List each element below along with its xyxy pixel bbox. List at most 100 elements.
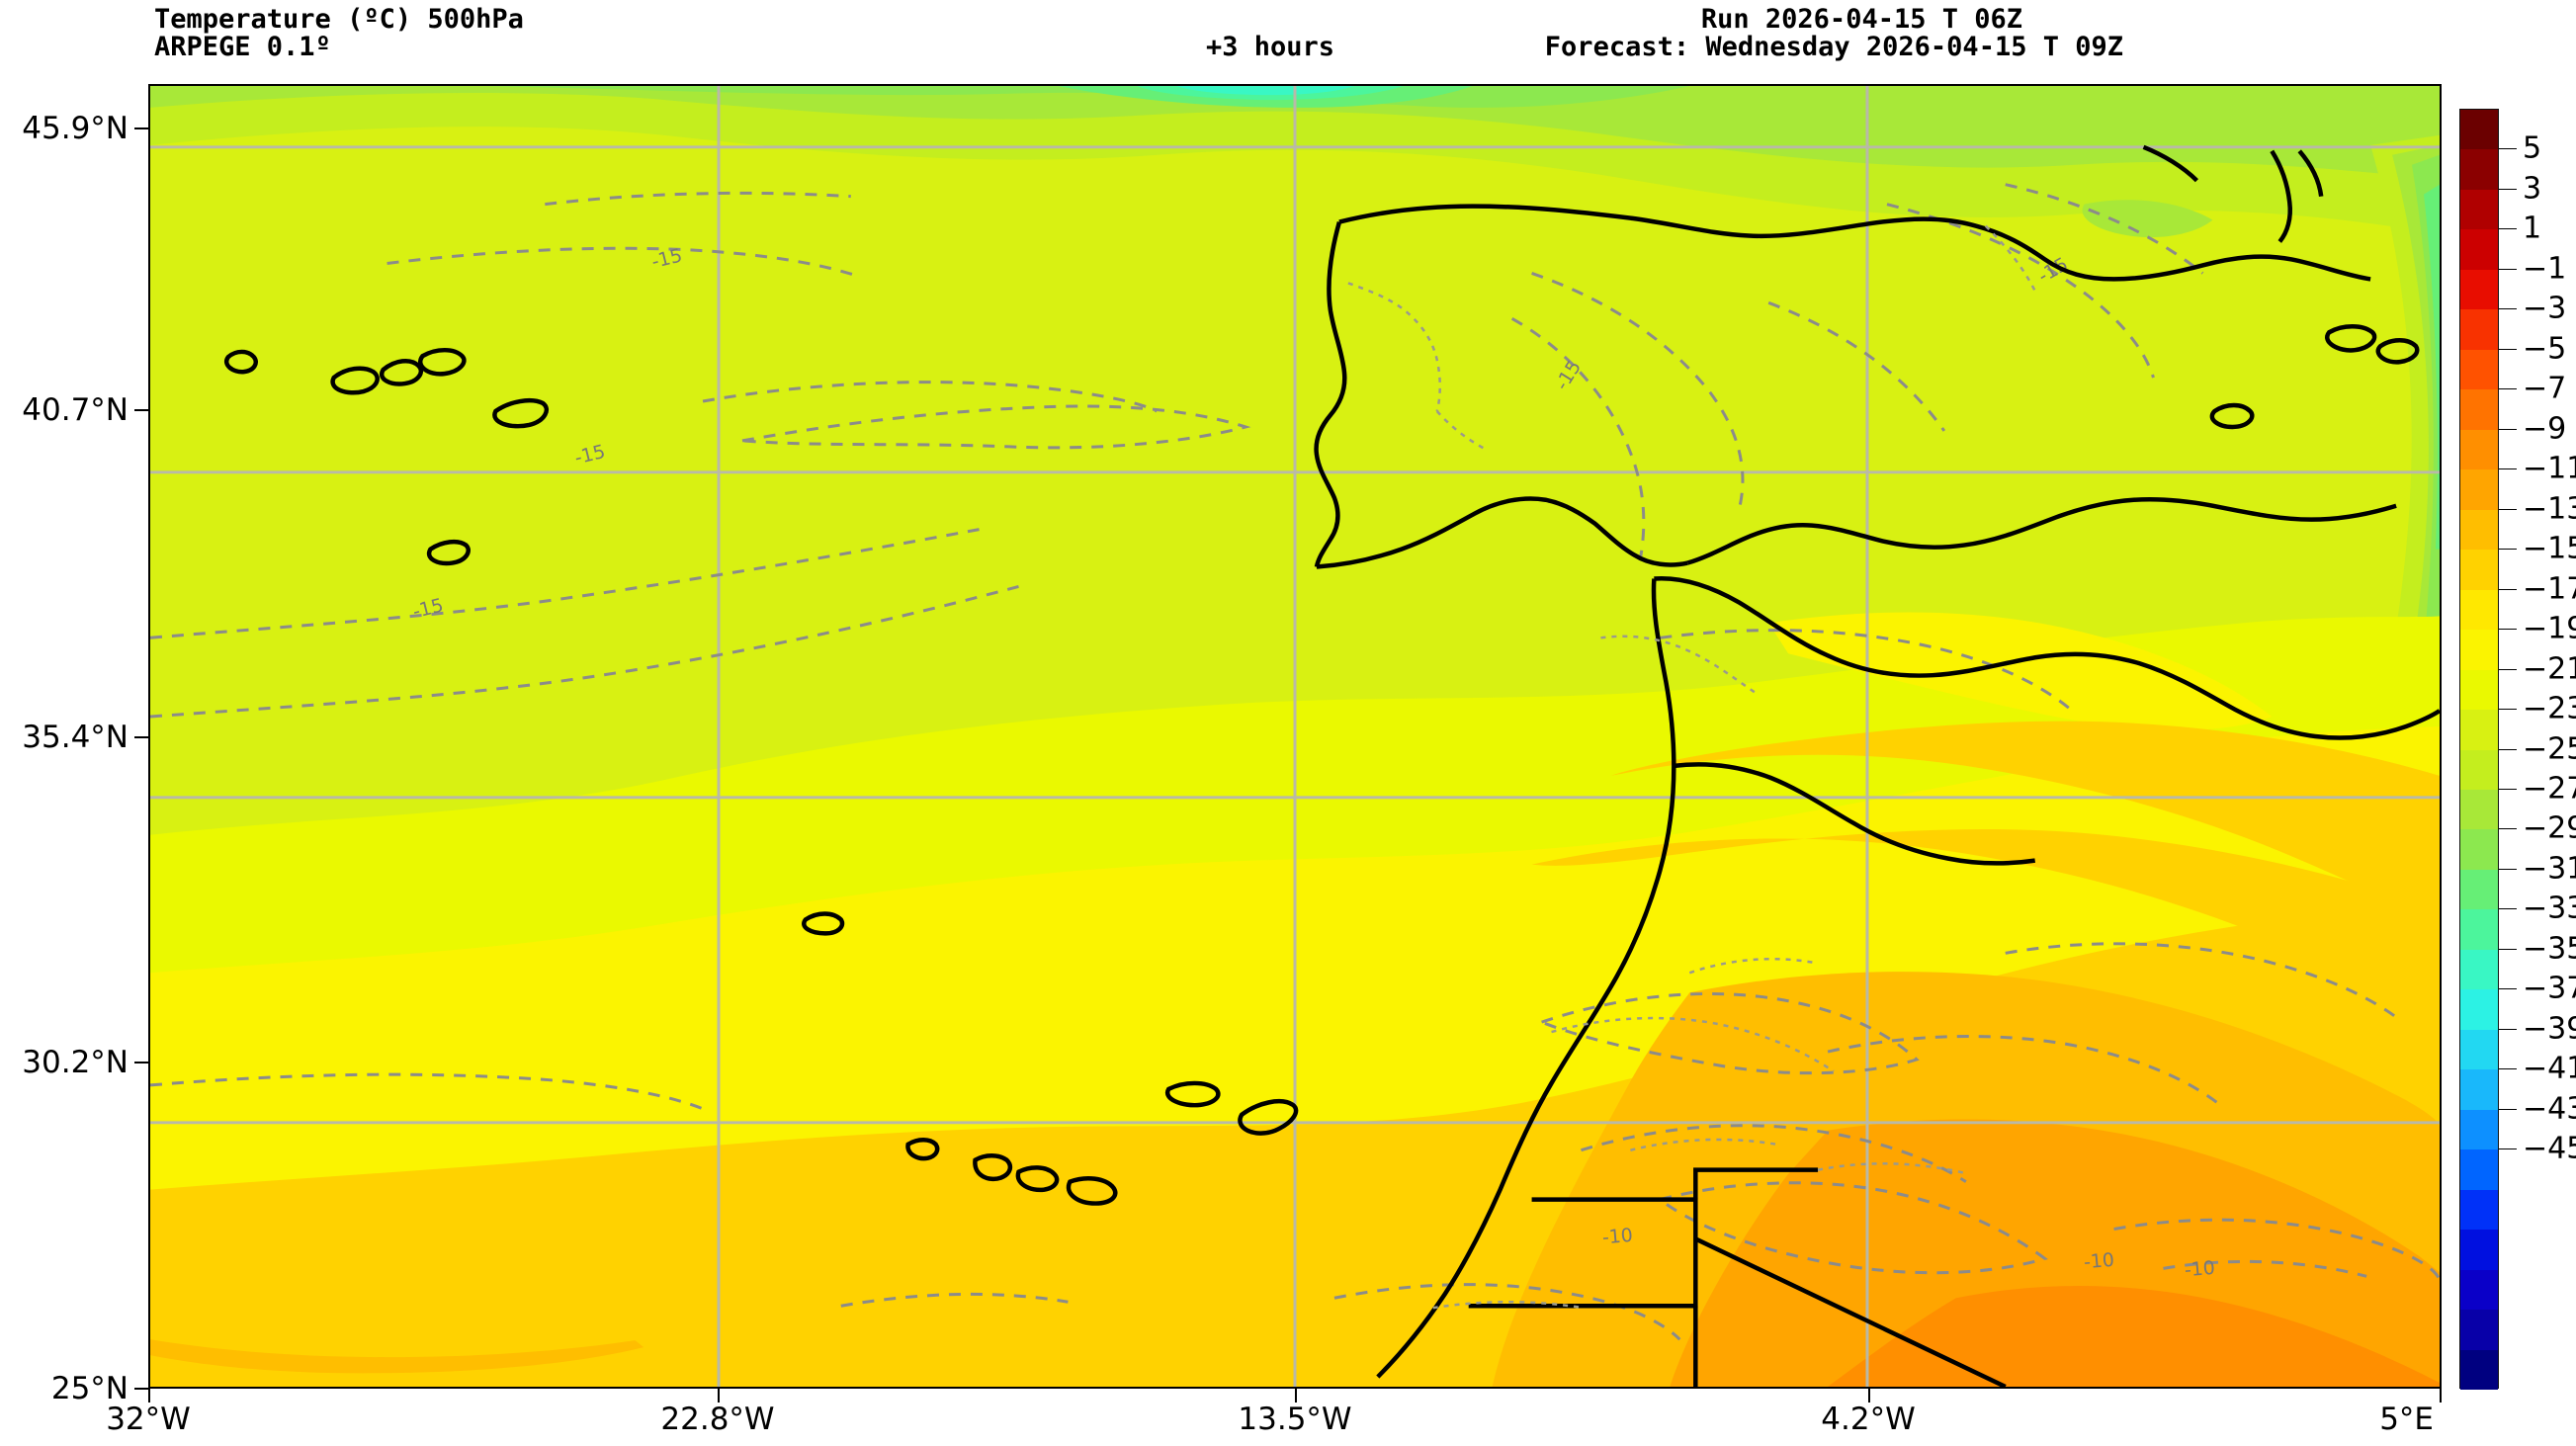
colorbar-tick-label: −41 <box>2523 1051 2576 1086</box>
colorbar-swatch <box>2460 949 2498 990</box>
colorbar-swatch <box>2460 309 2498 350</box>
graticule <box>150 86 2440 1387</box>
colorbar-swatch <box>2460 229 2498 270</box>
colorbar-tick-label: −15 <box>2523 531 2576 566</box>
colorbar-swatch <box>2460 1109 2498 1150</box>
lead-time-label: +3 hours <box>1206 32 1335 62</box>
colorbar-tick-mark <box>2499 709 2517 711</box>
header: Temperature (ºC) 500hPa ARPEGE 0.1º +3 h… <box>0 0 2576 62</box>
x-tick-label: 5°E <box>2379 1402 2434 1437</box>
colorbar-tick-mark <box>2499 549 2517 551</box>
x-tick-mark <box>718 1389 720 1403</box>
colorbar-swatch <box>2460 669 2498 711</box>
colorbar-tick-mark <box>2499 868 2517 870</box>
svg-text:-10: -10 <box>2083 1249 2115 1274</box>
colorbar-tick-label: −31 <box>2523 851 2576 887</box>
colorbar-tick-mark <box>2499 428 2517 430</box>
colorbar-swatch <box>2460 1349 2498 1390</box>
x-tick-mark <box>1295 1389 1297 1403</box>
colorbar-swatch <box>2460 1269 2498 1311</box>
colorbar-tick-mark <box>2499 908 2517 910</box>
colorbar-tick-mark <box>2499 508 2517 510</box>
colorbar-tick-mark <box>2499 188 2517 190</box>
x-tick-mark <box>1868 1389 1870 1403</box>
y-tick-label: 40.7°N <box>22 392 129 428</box>
colorbar-tick-mark <box>2499 1148 2517 1150</box>
colorbar-swatch <box>2460 789 2498 830</box>
y-tick-label: 30.2°N <box>22 1045 129 1080</box>
y-tick-mark <box>134 128 150 129</box>
colorbar-tick-label: −17 <box>2523 571 2576 607</box>
x-tick-mark <box>148 1389 150 1403</box>
colorbar-swatch <box>2460 869 2498 910</box>
colorbar-swatch <box>2460 630 2498 670</box>
colorbar-tick-label: 5 <box>2523 130 2542 166</box>
colorbar-tick-label: −7 <box>2523 371 2567 406</box>
colorbar-tick-label: 3 <box>2523 171 2542 207</box>
colorbar-swatch <box>2460 749 2498 790</box>
colorbar-tick-mark <box>2499 268 2517 270</box>
colorbar-tick-label: −21 <box>2523 651 2576 687</box>
contour-lines <box>150 183 2440 1341</box>
colorbar-swatch <box>2460 909 2498 950</box>
x-tick-label: 13.5°W <box>1238 1402 1352 1437</box>
colorbar-labels: 5 3 1 −1 −3 −5 −7 −9 −11 −13 −15 −17 −19 −21 −23 −25 −27… <box>2523 109 2576 1389</box>
colorbar-tick-mark <box>2499 588 2517 590</box>
chart-title: Temperature (ºC) 500hPa <box>154 4 524 35</box>
colorbar-tick-label: −25 <box>2523 731 2576 766</box>
colorbar-tick-mark <box>2499 308 2517 310</box>
coastlines <box>224 144 2440 1387</box>
colorbar-swatch <box>2460 189 2498 230</box>
weather-map-plot[interactable]: -15 -15 -15 -15 -15 -10 -10 -10 <box>148 84 2442 1389</box>
colorbar-swatch <box>2460 349 2498 390</box>
colorbar-swatch <box>2460 429 2498 470</box>
colorbar-tick-mark <box>2499 748 2517 750</box>
colorbar-tick-mark <box>2499 668 2517 670</box>
colorbar-swatch <box>2460 1189 2498 1231</box>
x-tick-label: 22.8°W <box>660 1402 775 1437</box>
y-tick-label: 25°N <box>50 1371 129 1406</box>
colorbar-tick-mark <box>2499 148 2517 150</box>
colorbar-swatch <box>2460 1230 2498 1270</box>
colorbar-swatch <box>2460 389 2498 430</box>
colorbar-swatch <box>2460 269 2498 310</box>
colorbar-tick-label: 1 <box>2523 211 2542 246</box>
svg-text:-10: -10 <box>1601 1225 1634 1249</box>
colorbar-tick-label: −35 <box>2523 931 2576 967</box>
colorbar-swatch <box>2460 509 2498 551</box>
colorbar-swatch <box>2460 1149 2498 1190</box>
svg-text:-10: -10 <box>2184 1257 2216 1282</box>
colorbar-tick-label: −43 <box>2523 1091 2576 1127</box>
y-tick-mark <box>134 736 150 738</box>
run-time-label: Run 2026-04-15 T 06Z <box>1700 4 2022 35</box>
colorbar-tick-mark <box>2499 348 2517 350</box>
colorbar-swatch <box>2460 829 2498 870</box>
y-tick-mark <box>134 1062 150 1063</box>
colorbar-swatch <box>2460 110 2498 150</box>
colorbar-tick-mark <box>2499 828 2517 830</box>
colorbar-tick-label: −13 <box>2523 491 2576 527</box>
colorbar-swatch <box>2460 1069 2498 1110</box>
colorbar-tick-mark <box>2499 948 2517 950</box>
colorbar-tick-label: −33 <box>2523 891 2576 926</box>
colorbar-swatch <box>2460 469 2498 510</box>
colorbar-tick-label: −11 <box>2523 451 2576 486</box>
y-tick-mark <box>134 409 150 411</box>
colorbar-tick-mark <box>2499 1068 2517 1070</box>
colorbar-tick-label: −29 <box>2523 810 2576 846</box>
colorbar-tick-label: −45 <box>2523 1131 2576 1166</box>
temperature-field: -15 -15 -15 -15 -15 -10 -10 -10 <box>150 86 2440 1387</box>
colorbar-tick-mark <box>2499 468 2517 470</box>
model-label: ARPEGE 0.1º <box>154 32 331 62</box>
x-tick-mark <box>2440 1389 2442 1403</box>
colorbar-tick-mark <box>2499 629 2517 631</box>
colorbar-swatch <box>2460 550 2498 590</box>
colorbar-tick-label: −5 <box>2523 331 2567 367</box>
colorbar[interactable] <box>2459 109 2499 1390</box>
colorbar-tick-label: −1 <box>2523 251 2567 287</box>
colorbar-tick-label: −39 <box>2523 1011 2576 1047</box>
colorbar-swatch <box>2460 710 2498 750</box>
colorbar-tick-label: −19 <box>2523 611 2576 646</box>
colorbar-tick-label: −3 <box>2523 291 2567 326</box>
colorbar-tick-label: −37 <box>2523 971 2576 1006</box>
